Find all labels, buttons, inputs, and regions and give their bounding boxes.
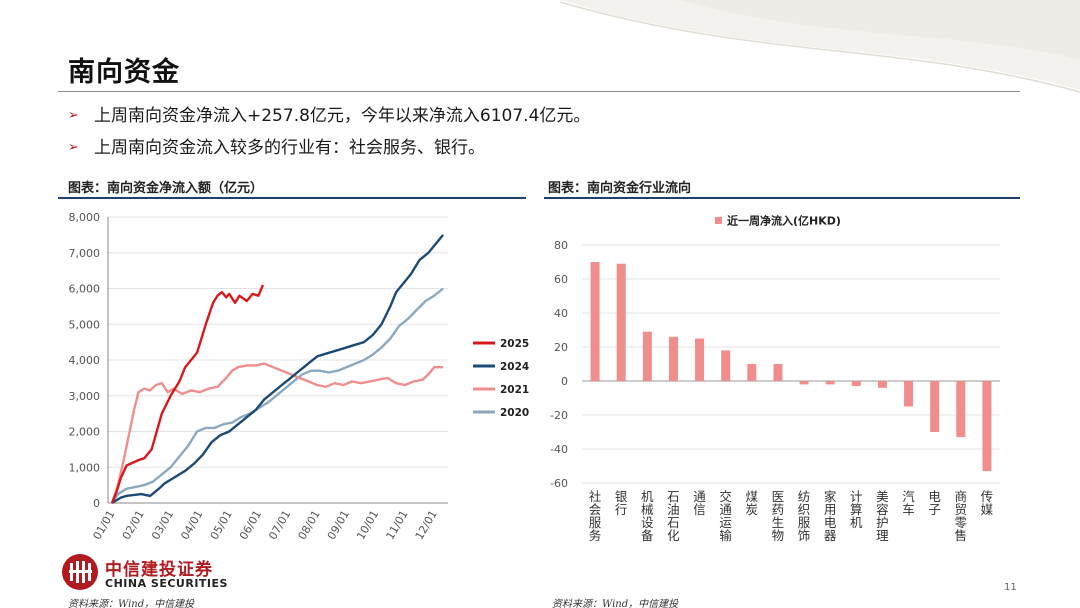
x-tick-label: 04/01 bbox=[178, 508, 205, 542]
x-tick-label: 06/01 bbox=[237, 508, 264, 542]
x-category-label: 电子 bbox=[928, 489, 941, 517]
series-line-2025 bbox=[110, 284, 265, 504]
left-chart-caption: 图表：南向资金净流入额（亿元） bbox=[68, 181, 264, 196]
x-category-label: 计算机 bbox=[850, 489, 863, 530]
page-number: 11 bbox=[1004, 582, 1017, 593]
y-tick-label: 8,000 bbox=[69, 211, 101, 224]
x-tick-label: 01/01 bbox=[90, 508, 117, 542]
bar bbox=[904, 381, 914, 407]
x-category-label: 煤炭 bbox=[746, 489, 759, 517]
title-divider bbox=[58, 91, 1020, 92]
y-tick-label: -40 bbox=[550, 443, 568, 456]
x-tick-label: 05/01 bbox=[208, 508, 235, 542]
x-tick-label: 02/01 bbox=[120, 508, 147, 542]
y-tick-label: 3,000 bbox=[69, 390, 101, 403]
y-tick-label: 60 bbox=[554, 273, 568, 286]
y-tick-label: 20 bbox=[554, 341, 568, 354]
x-category-label: 商贸零售 bbox=[955, 489, 968, 543]
bar bbox=[851, 381, 861, 387]
x-category-label: 银行 bbox=[615, 489, 628, 517]
y-tick-label: 7,000 bbox=[69, 247, 101, 260]
bar bbox=[642, 331, 652, 381]
series-line-2021 bbox=[110, 362, 444, 504]
y-tick-label: 0 bbox=[93, 497, 100, 510]
legend-label: 2025 bbox=[500, 338, 529, 350]
x-tick-label: 03/01 bbox=[149, 508, 176, 542]
bullet-text: 上周南向资金流入较多的行业有：社会服务、银行。 bbox=[94, 138, 485, 158]
bar bbox=[747, 364, 757, 381]
x-tick-label: 07/01 bbox=[266, 508, 293, 542]
x-category-label: 石油石化 bbox=[667, 489, 680, 543]
x-tick-label: 12/01 bbox=[413, 508, 440, 542]
y-tick-label: 1,000 bbox=[69, 461, 101, 474]
y-tick-label: 4,000 bbox=[69, 354, 101, 367]
bar bbox=[773, 364, 783, 381]
legend-swatch bbox=[715, 217, 722, 224]
legend-label: 2020 bbox=[500, 407, 529, 419]
series-line-2024 bbox=[111, 234, 445, 505]
right-caption-rule bbox=[544, 197, 1020, 199]
y-tick-label: 2,000 bbox=[69, 426, 101, 439]
bar bbox=[825, 381, 835, 385]
left-caption-rule bbox=[58, 197, 526, 199]
bullet-text: 上周南向资金净流入+257.8亿元，今年以来净流入6107.4亿元。 bbox=[94, 106, 591, 126]
x-tick-label: 11/01 bbox=[383, 508, 410, 542]
bullet-item: ➢ 上周南向资金净流入+257.8亿元，今年以来净流入6107.4亿元。 bbox=[68, 101, 590, 126]
y-tick-label: 40 bbox=[554, 307, 568, 320]
bar bbox=[590, 262, 600, 381]
bar bbox=[799, 381, 809, 385]
legend-label: 近一周净流入(亿HKD) bbox=[727, 214, 841, 228]
bullet-arrow-icon: ➢ bbox=[68, 108, 79, 123]
bar bbox=[877, 381, 887, 388]
left-source-note: 资料来源：Wind，中信建投 bbox=[68, 599, 195, 608]
right-chart-caption: 图表：南向资金行业流向 bbox=[548, 181, 692, 196]
x-category-label: 通信 bbox=[693, 489, 706, 517]
bar bbox=[930, 381, 940, 432]
legend-label: 2021 bbox=[500, 384, 529, 396]
x-category-label: 机械设备 bbox=[641, 489, 654, 543]
x-category-label: 传媒 bbox=[981, 489, 994, 517]
x-category-label: 交通运输 bbox=[719, 489, 732, 543]
southbound-net-inflow-line-chart: 0 1,000 2,000 3,000 4,000 5,000 6,000 7,000 8,00… bbox=[69, 211, 530, 542]
y-tick-label: 80 bbox=[554, 239, 568, 252]
x-tick-label: 10/01 bbox=[354, 508, 381, 542]
company-logo-emblem-icon bbox=[62, 554, 98, 590]
bar bbox=[616, 263, 626, 381]
bar bbox=[982, 381, 992, 472]
y-tick-label: 6,000 bbox=[69, 283, 101, 296]
series-line-2020 bbox=[110, 287, 444, 504]
x-category-label: 医药生物 bbox=[772, 489, 785, 543]
page-title: 南向资金 bbox=[68, 57, 180, 88]
logo-text-cn: 中信建投证券 bbox=[105, 560, 213, 580]
legend-label: 2024 bbox=[500, 361, 529, 373]
x-tick-label: 09/01 bbox=[325, 508, 352, 542]
bar bbox=[668, 336, 678, 381]
x-tick-label: 08/01 bbox=[296, 508, 323, 542]
right-source-note: 资料来源：Wind，中信建投 bbox=[552, 599, 679, 608]
logo-text-en: CHINA SECURITIES bbox=[105, 577, 228, 590]
x-category-label: 纺织服饰 bbox=[798, 489, 811, 543]
company-logo: 中信建投证券 CHINA SECURITIES bbox=[60, 552, 240, 592]
y-tick-label: -60 bbox=[550, 477, 568, 490]
x-category-label: 家用电器 bbox=[824, 489, 837, 543]
bar bbox=[721, 350, 731, 381]
x-category-label: 汽车 bbox=[902, 489, 915, 517]
y-tick-label: 5,000 bbox=[69, 318, 101, 331]
x-category-label: 美容护理 bbox=[876, 489, 889, 543]
y-tick-label: 0 bbox=[561, 375, 568, 388]
y-tick-label: -20 bbox=[550, 409, 568, 422]
bar bbox=[956, 381, 966, 438]
bullet-arrow-icon: ➢ bbox=[68, 140, 79, 155]
bar bbox=[695, 338, 705, 381]
x-category-label: 社会服务 bbox=[589, 489, 602, 543]
bullet-item: ➢ 上周南向资金流入较多的行业有：社会服务、银行。 bbox=[68, 133, 485, 158]
